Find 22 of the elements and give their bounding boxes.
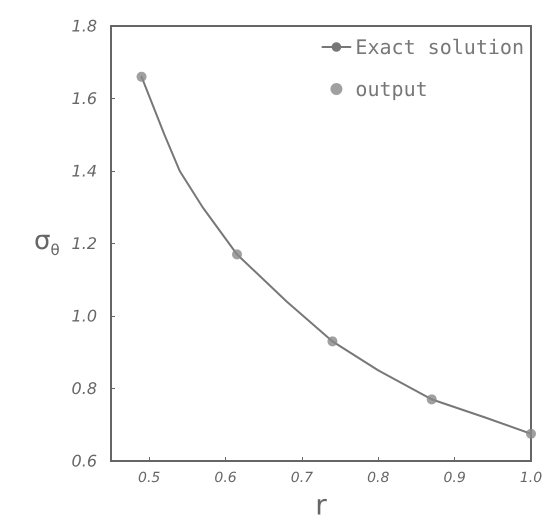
- point: [136, 72, 147, 82]
- x-tick-label: 0.9: [444, 470, 466, 486]
- x-tick-label: 0.6: [214, 470, 237, 486]
- y-tick-label: 0.8: [72, 379, 97, 398]
- point: [526, 428, 536, 439]
- point: [327, 336, 338, 346]
- x-tick-label: 0.5: [138, 470, 160, 486]
- x-tick-label: 0.8: [367, 470, 390, 486]
- y-tick-label: 1.8: [72, 16, 97, 36]
- x-axis-title: r: [315, 488, 328, 522]
- x-tick-label: 1.0: [520, 470, 542, 486]
- x-tick-label: 0.7: [290, 470, 314, 486]
- point: [232, 249, 242, 260]
- legend-label: output: [355, 77, 428, 101]
- y-tick-label: 1.6: [72, 89, 97, 108]
- point: [426, 394, 437, 404]
- y-tick-label: 0.6: [72, 452, 97, 470]
- y-tick-label: 1.2: [72, 234, 97, 253]
- legend-label: Exact solution: [355, 35, 524, 59]
- y-tick-label: 1.0: [72, 306, 97, 326]
- y-tick-label: 1.4: [72, 162, 97, 180]
- y-axis-title: σ$_{θ}$: [34, 226, 60, 260]
